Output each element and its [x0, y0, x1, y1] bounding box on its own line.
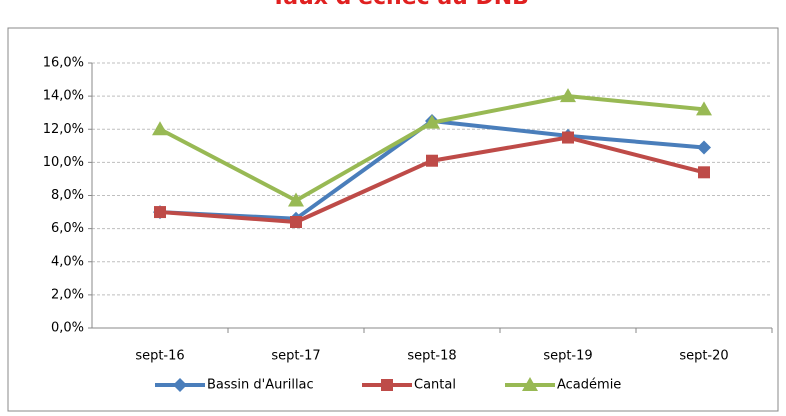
marker: [696, 101, 712, 116]
y-tick-label: 0,0%: [51, 321, 84, 336]
chart-title: Taux d'échec au DNB: [271, 0, 529, 10]
x-tick-label: sept-19: [543, 349, 592, 364]
chart-border: [7, 27, 779, 412]
x-tick-label: sept-16: [135, 349, 184, 364]
marker: [152, 121, 168, 136]
legend-marker: [381, 379, 393, 391]
marker: [698, 166, 710, 179]
x-tick-label: sept-17: [271, 349, 320, 364]
marker: [288, 192, 304, 207]
marker: [154, 206, 166, 219]
y-tick-label: 6,0%: [51, 221, 84, 236]
legend-label: Bassin d'Aurillac: [207, 378, 314, 393]
marker: [560, 88, 576, 103]
marker: [424, 114, 440, 129]
y-tick-label: 16,0%: [43, 56, 84, 71]
y-tick-label: 4,0%: [51, 254, 84, 269]
legend-label: Académie: [557, 378, 621, 393]
y-tick-label: 14,0%: [43, 89, 84, 104]
y-tick-label: 8,0%: [51, 188, 84, 203]
marker: [697, 140, 711, 155]
legend-marker: [173, 378, 187, 392]
marker: [562, 131, 574, 144]
legend-label: Cantal: [414, 378, 456, 393]
x-tick-label: sept-20: [679, 349, 728, 364]
legend-marker: [522, 377, 538, 391]
y-tick-label: 10,0%: [43, 155, 84, 170]
y-tick-label: 12,0%: [43, 122, 84, 137]
marker: [426, 154, 438, 167]
y-tick-label: 2,0%: [51, 287, 84, 302]
marker: [290, 216, 302, 228]
x-tick-label: sept-18: [407, 349, 456, 364]
